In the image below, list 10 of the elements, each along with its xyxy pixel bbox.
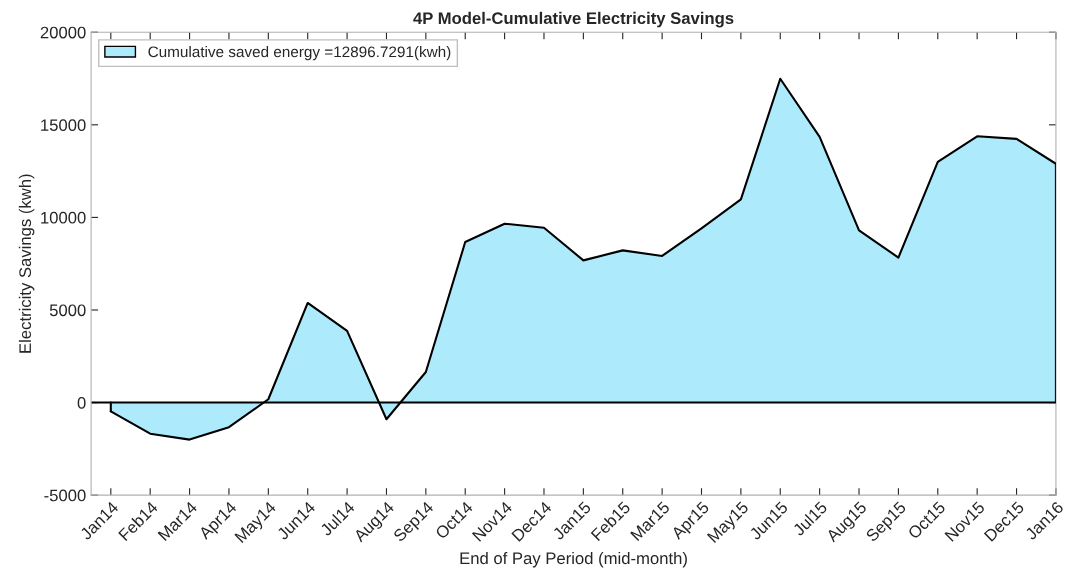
x-axis-title: End of Pay Period (mid-month) (460, 551, 687, 568)
y-axis-title: Electricity Savings (kwh) (18, 174, 35, 353)
y-tick-label: 0 (77, 396, 86, 409)
y-tick-label: -5000 (44, 489, 86, 502)
y-tick-label: 5000 (49, 304, 86, 317)
y-tick-label: 20000 (40, 26, 86, 39)
chart-title: 4P Model-Cumulative Electricity Savings (413, 11, 734, 28)
legend-label: Cumulative saved energy =12896.7291(kwh) (148, 45, 451, 61)
y-tick-label: 10000 (41, 211, 86, 224)
y-tick-label: 15000 (41, 119, 86, 132)
